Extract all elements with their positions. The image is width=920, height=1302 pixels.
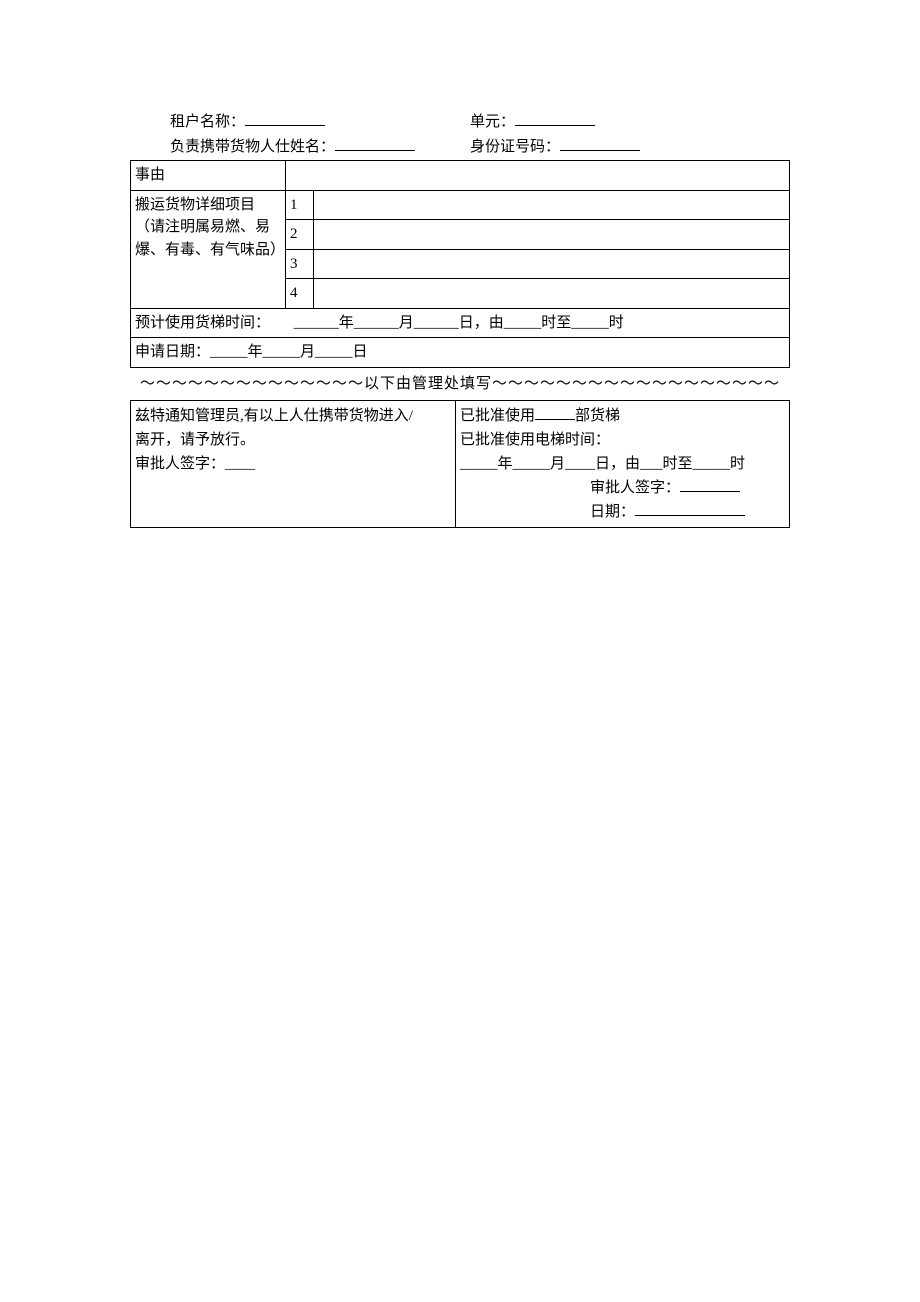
right-date-line: 日期：	[460, 500, 785, 524]
divider-line: ～～～～～～～～～～～～～～以下由管理处填写～～～～～～～～～～～～～～～～～～	[130, 368, 790, 400]
item-val-1	[314, 190, 790, 220]
right-line1: 已批准使用 部货梯	[460, 404, 785, 428]
right-sign-label: 审批人签字：	[590, 480, 680, 496]
mgmt-left-cell: 兹特通知管理员,有以上人仕携带货物进入/ 离开，请予放行。 审批人签字：____	[131, 400, 456, 527]
id-label: 身份证号码：	[470, 135, 560, 156]
header-line-1: 租户名称： 单元：	[170, 110, 790, 131]
right-line1-b: 部货梯	[575, 408, 620, 424]
wave-right: ～～～～～～～～～～～～～～～～～～	[492, 376, 780, 392]
left-line1: 兹特通知管理员,有以上人仕携带货物进入/	[135, 404, 451, 428]
tenant-label: 租户名称：	[170, 110, 245, 131]
item-num-2: 2	[286, 220, 314, 250]
left-sign: 审批人签字：____	[135, 452, 451, 476]
item-num-1: 1	[286, 190, 314, 220]
item-val-4	[314, 279, 790, 309]
items-label-l3: 爆、有毒、有气味品）	[135, 239, 281, 262]
elevator-time-label: 预计使用货梯时间：	[135, 315, 270, 331]
items-label-cell: 搬运货物详细项目 （请注明属易燃、易 爆、有毒、有气味品）	[131, 190, 286, 308]
right-sign-blank	[680, 477, 740, 492]
reason-value	[286, 161, 790, 191]
reason-label: 事由	[131, 161, 286, 191]
unit-label: 单元：	[470, 110, 515, 131]
right-line1-blank	[535, 405, 575, 420]
mgmt-right-cell: 已批准使用 部货梯 已批准使用电梯时间： _____年_____月____日，由_…	[456, 400, 790, 527]
reason-row: 事由	[131, 161, 790, 191]
item-val-3	[314, 249, 790, 279]
carrier-blank	[335, 136, 415, 151]
elevator-time-value: ______年______月______日，由_____时至_____时	[294, 315, 624, 331]
wave-left: ～～～～～～～～～～～～～～	[140, 376, 364, 392]
divider-text: 以下由管理处填写	[364, 376, 492, 392]
right-date-label: 日期：	[590, 504, 635, 520]
apply-date-cell: 申请日期：_____年_____月_____日	[131, 338, 790, 368]
items-label-l2: （请注明属易燃、易	[135, 216, 281, 239]
elevator-time-row: 预计使用货梯时间： ______年______月______日，由_____时至…	[131, 308, 790, 338]
mgmt-row: 兹特通知管理员,有以上人仕携带货物进入/ 离开，请予放行。 审批人签字：____…	[131, 400, 790, 527]
apply-date-row: 申请日期：_____年_____月_____日	[131, 338, 790, 368]
item-num-4: 4	[286, 279, 314, 309]
right-sign-line: 审批人签字：	[460, 476, 785, 500]
right-line2: 已批准使用电梯时间：	[460, 428, 785, 452]
tenant-blank	[245, 111, 325, 126]
form-table-2: 兹特通知管理员,有以上人仕携带货物进入/ 离开，请予放行。 审批人签字：____…	[130, 400, 790, 528]
item-num-3: 3	[286, 249, 314, 279]
unit-blank	[515, 111, 595, 126]
right-line1-a: 已批准使用	[460, 408, 535, 424]
right-line3: _____年_____月____日，由___时至_____时	[460, 452, 785, 476]
item-val-2	[314, 220, 790, 250]
item-row-1: 搬运货物详细项目 （请注明属易燃、易 爆、有毒、有气味品） 1	[131, 190, 790, 220]
header-block: 租户名称： 单元： 负责携带货物人仕姓名： 身份证号码：	[170, 110, 790, 156]
right-date-blank	[635, 501, 745, 516]
form-table-1: 事由 搬运货物详细项目 （请注明属易燃、易 爆、有毒、有气味品） 1 2 3 4…	[130, 160, 790, 368]
header-line-2: 负责携带货物人仕姓名： 身份证号码：	[170, 135, 790, 156]
id-blank	[560, 136, 640, 151]
elevator-time-cell: 预计使用货梯时间： ______年______月______日，由_____时至…	[131, 308, 790, 338]
left-line2: 离开，请予放行。	[135, 428, 451, 452]
carrier-label: 负责携带货物人仕姓名：	[170, 135, 335, 156]
items-label-l1: 搬运货物详细项目	[135, 194, 281, 217]
